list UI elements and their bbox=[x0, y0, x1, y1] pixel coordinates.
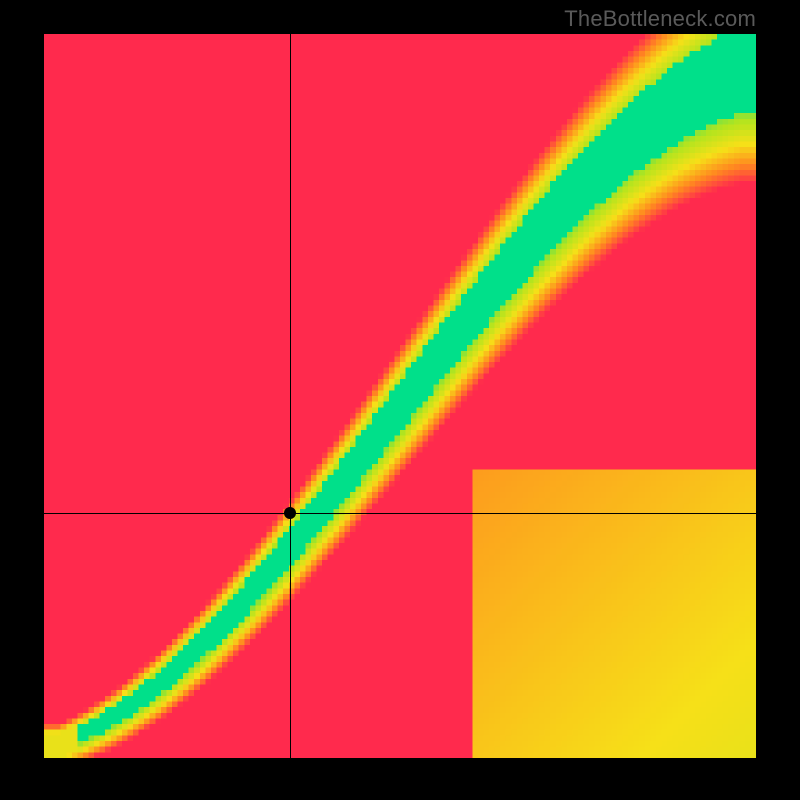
heatmap-canvas bbox=[44, 34, 756, 758]
data-point-marker bbox=[284, 507, 296, 519]
plot-area bbox=[44, 34, 756, 758]
crosshair-horizontal bbox=[44, 513, 756, 514]
figure-container: TheBottleneck.com bbox=[0, 0, 800, 800]
watermark-text: TheBottleneck.com bbox=[564, 6, 756, 32]
crosshair-vertical bbox=[290, 34, 291, 758]
